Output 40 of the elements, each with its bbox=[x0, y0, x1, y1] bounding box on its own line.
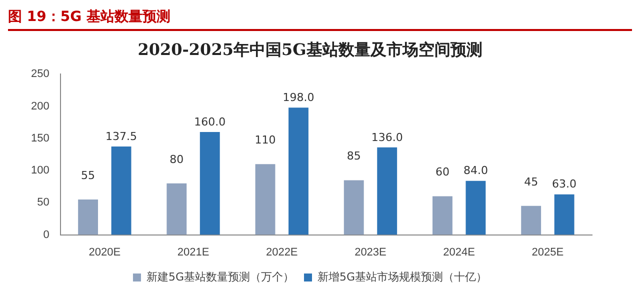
data-label: 136.0 bbox=[371, 130, 403, 144]
data-label: 198.0 bbox=[282, 90, 314, 104]
chart-title: 图 19：5G 基站数量预测 bbox=[8, 8, 632, 31]
bar bbox=[255, 164, 276, 235]
y-tick-label: 0 bbox=[43, 228, 50, 241]
bar bbox=[111, 146, 132, 235]
chart-subtitle: 2020-2025年中国5G基站数量及市场空间预测 bbox=[138, 40, 482, 59]
x-tick-label: 2023E bbox=[354, 246, 386, 258]
data-label: 55 bbox=[81, 168, 96, 182]
data-label: 137.5 bbox=[106, 130, 138, 143]
bar bbox=[78, 199, 98, 235]
bar bbox=[200, 132, 220, 235]
y-tick-label: 150 bbox=[30, 132, 50, 144]
y-tick-label: 100 bbox=[30, 164, 50, 177]
bar bbox=[521, 206, 542, 235]
data-label: 60 bbox=[435, 166, 450, 179]
bar bbox=[432, 196, 452, 235]
y-tick-label: 250 bbox=[30, 68, 50, 80]
data-label: 80 bbox=[170, 152, 184, 166]
x-tick-label: 2020E bbox=[88, 246, 121, 258]
data-label: 85 bbox=[346, 150, 361, 163]
data-label: 45 bbox=[524, 175, 538, 188]
data-label: 110 bbox=[254, 133, 276, 146]
bar bbox=[377, 147, 398, 235]
y-tick-label: 200 bbox=[30, 100, 50, 112]
x-tick-label: 2021E bbox=[177, 246, 210, 258]
bar bbox=[466, 180, 486, 235]
bar bbox=[166, 183, 187, 235]
bar bbox=[554, 194, 574, 235]
bar bbox=[344, 180, 364, 235]
x-tick-label: 2024E bbox=[443, 246, 475, 258]
x-tick-label: 2025E bbox=[532, 246, 564, 258]
data-label: 160.0 bbox=[194, 115, 226, 128]
bar bbox=[288, 108, 308, 235]
legend-label: 新增5G基站市场规模预测（十亿） bbox=[318, 270, 488, 284]
y-tick-label: 50 bbox=[37, 196, 50, 209]
legend-label: 新建5G基站数量预测（万个） bbox=[146, 270, 294, 284]
x-tick-label: 2022E bbox=[266, 246, 298, 258]
data-label: 84.0 bbox=[463, 164, 488, 178]
data-label: 63.0 bbox=[552, 178, 577, 191]
